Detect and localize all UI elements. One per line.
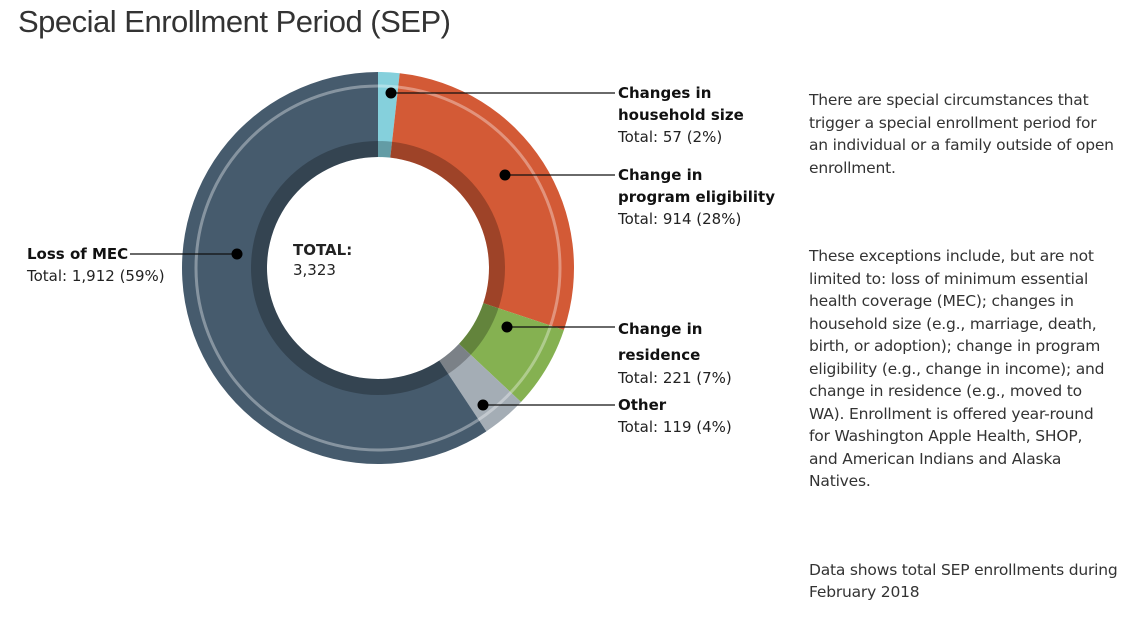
text-line: an individual or a family outside of ope… — [809, 136, 1114, 154]
label-title: residence — [618, 346, 701, 364]
text-line: enrollment. — [809, 158, 896, 177]
slice-inner-band-change-in-program-eligibility — [390, 141, 505, 309]
text-line: health coverage (MEC); changes in — [809, 292, 1074, 310]
label-program-eligibility: Change in program eligibility Total: 914… — [618, 164, 775, 230]
slice-inner-band-other — [439, 343, 471, 374]
text-line: for Washington Apple Health, SHOP, — [809, 427, 1083, 445]
label-title: household size — [618, 106, 744, 124]
label-title: program eligibility — [618, 188, 775, 206]
text-line: There are special circumstances that — [809, 91, 1089, 109]
slice-change-in-residence — [458, 303, 564, 403]
text-line: birth, or adoption); change in program — [809, 337, 1101, 355]
decorative-ring — [194, 84, 562, 452]
label-other: Other Total: 119 (4%) — [618, 394, 732, 438]
slice-inner-band-change-in-residence — [458, 303, 499, 355]
description: There are special circumstances that tri… — [809, 67, 1144, 626]
slice-change-in-program-eligibility — [390, 73, 574, 331]
slice-inner-band-changes-in-household-size — [378, 141, 393, 158]
label-household-size: Changes in household size Total: 57 (2%) — [618, 82, 744, 148]
label-title: Other — [618, 396, 667, 414]
leader-dot — [477, 399, 489, 411]
center-value: 3,323 — [293, 261, 336, 279]
leader-dot — [231, 248, 243, 260]
text-line: Data shows total SEP enrollments during — [809, 560, 1118, 579]
slice-inner-band-loss-of-mec — [251, 141, 449, 395]
center-total: TOTAL: 3,323 — [293, 240, 352, 280]
label-title: Change in — [618, 320, 703, 338]
text-line: February 2018 — [809, 583, 920, 601]
text-line: change in residence (e.g., moved to — [809, 382, 1082, 400]
leader-dot — [501, 321, 513, 333]
text-line: household size (e.g., marriage, death, — [809, 314, 1097, 333]
label-title: Loss of MEC — [27, 245, 129, 263]
text-line: WA). Enrollment is offered year-round — [809, 404, 1094, 423]
page-title: Special Enrollment Period (SEP) — [18, 4, 451, 39]
text-line: Natives. — [809, 472, 871, 490]
text-line: and American Indians and Alaska — [809, 449, 1062, 468]
label-total: Total: 57 (2%) — [618, 128, 723, 146]
center-label: TOTAL: — [293, 241, 353, 259]
leader-dot — [499, 169, 511, 181]
text-line: trigger a special enrollment period for — [809, 113, 1097, 132]
slice-other — [439, 343, 522, 432]
leader-dot — [385, 87, 397, 99]
label-total: Total: 1,912 (59%) — [27, 267, 165, 285]
label-total: Total: 119 (4%) — [618, 418, 732, 436]
label-total: Total: 221 (7%) — [618, 369, 732, 387]
label-residence: Change in residence Total: 221 (7%) — [618, 316, 732, 388]
label-title: Change in — [618, 166, 703, 184]
text-line: eligibility (e.g., change in income); an… — [809, 359, 1105, 378]
slice-loss-of-mec — [181, 72, 487, 464]
label-total: Total: 914 (28%) — [618, 210, 742, 228]
donut-chart — [130, 72, 615, 464]
label-loss-of-mec: Loss of MEC Total: 1,912 (59%) — [27, 243, 165, 287]
label-title: Changes in — [618, 84, 712, 102]
text-line: These exceptions include, but are not — [809, 247, 1094, 265]
text-line: limited to: loss of minimum essential — [809, 269, 1089, 288]
